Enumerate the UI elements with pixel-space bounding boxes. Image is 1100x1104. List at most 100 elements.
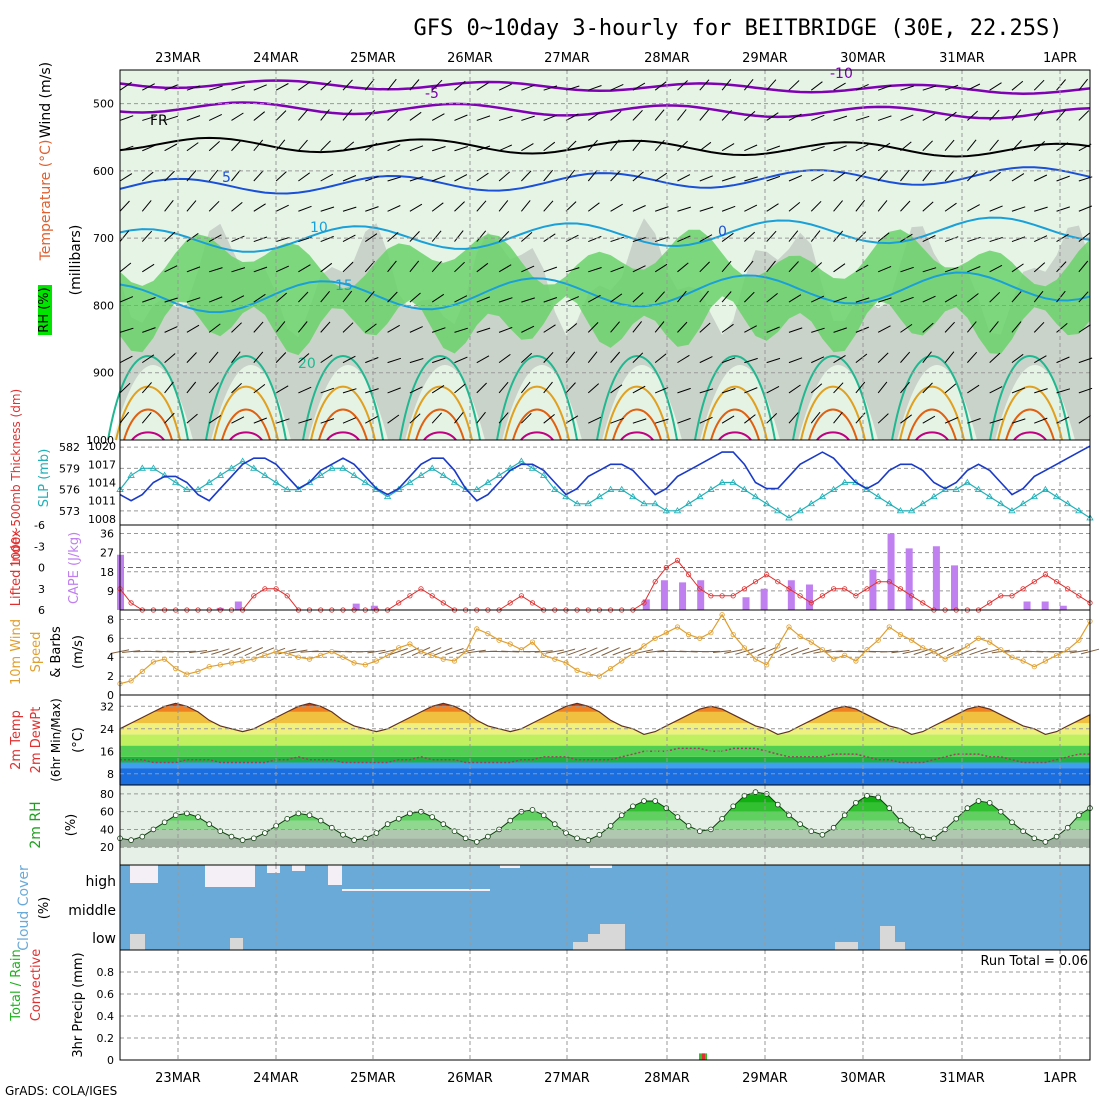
rh-point (173, 813, 178, 818)
date-label-bottom-0: 23MAR (155, 1071, 201, 1086)
rh-point (731, 804, 736, 809)
contour-label-1: -5 (425, 86, 439, 102)
rh-point (597, 832, 602, 837)
rh-tick-2: 60 (100, 806, 114, 819)
cape-bar-extra-8 (743, 597, 750, 610)
slp-tick-1: 1011 (88, 495, 116, 508)
cloud-low-gray-4 (600, 924, 625, 950)
rh-point (441, 822, 446, 827)
precip-tick-1: 0.2 (97, 1032, 115, 1045)
rh-point (363, 836, 368, 841)
date-label-bottom-8: 31MAR (939, 1071, 985, 1086)
cape-bar-extra-16 (951, 565, 958, 610)
date-label-top-3: 26MAR (447, 51, 493, 66)
cloud-high-gap-4 (328, 865, 342, 885)
contour-label-2: FR (150, 113, 168, 129)
pressure-tick-1: 600 (93, 165, 114, 178)
li-tick-3: 3 (38, 583, 45, 596)
date-label-bottom-9: 1APR (1043, 1071, 1077, 1086)
slp-tick-3: 1017 (88, 458, 116, 471)
precip-tick-0: 0 (107, 1054, 114, 1067)
cape-bar-extra-7 (697, 580, 704, 610)
contour-label-0: -10 (830, 66, 853, 82)
pressure-tick-4: 900 (93, 367, 114, 380)
cloud-high-gap-2 (267, 865, 280, 873)
rh-point (541, 813, 546, 818)
date-label-bottom-7: 30MAR (840, 1071, 886, 1086)
precip-tick-4: 0.8 (97, 966, 115, 979)
cloud-level-low: low (92, 931, 116, 947)
date-label-bottom-4: 27MAR (544, 1071, 590, 1086)
rh-point (564, 831, 569, 836)
ylabel-10m-wind: 10m Wind (9, 619, 24, 685)
rh-point (486, 834, 491, 839)
rh-point (664, 806, 669, 811)
ylabel-wind: Wind (m/s) (38, 62, 54, 138)
cape-tick-0: 9 (107, 585, 114, 598)
ylabel-wind-unit: (m/s) (71, 635, 86, 669)
wind-tick-2: 4 (107, 651, 114, 664)
wind-tick-4: 8 (107, 613, 114, 626)
ylabel-barbs: & Barbs (49, 626, 64, 678)
cloud-low-gray-3 (588, 934, 600, 950)
date-label-bottom-1: 24MAR (253, 1071, 299, 1086)
rh-point (474, 840, 479, 845)
cloud-low-gray-2 (573, 942, 588, 950)
rh-point (976, 799, 981, 804)
rh-point (318, 818, 323, 823)
rh-point (920, 834, 925, 839)
slp-tick-0: 1008 (88, 513, 116, 526)
ylabel-slp: SLP (mb) (37, 449, 52, 508)
date-label-top-7: 30MAR (840, 51, 886, 66)
cape-bar-extra-11 (806, 585, 813, 611)
slp-tick-4: 1020 (88, 440, 116, 453)
rh-point (229, 834, 234, 839)
precip-tick-3: 0.6 (97, 988, 115, 1001)
date-label-bottom-2: 25MAR (350, 1071, 396, 1086)
rh-point (787, 813, 792, 818)
pressure-tick-2: 700 (93, 232, 114, 245)
cloud-low-gray-0 (130, 934, 145, 950)
ylabel-speed: Speed (29, 632, 44, 673)
cloud-high-thin (342, 889, 490, 891)
li-tick-4: 6 (38, 604, 45, 617)
ylabel-temp-unit: (°C) (71, 727, 86, 753)
rh-point (954, 816, 959, 821)
rh-point (162, 820, 167, 825)
rh-band-0 (120, 838, 1090, 847)
cape-bar-extra-12 (869, 570, 876, 610)
rh-point (307, 813, 312, 818)
ylabel-temperature: Temperature (°C) (38, 140, 54, 262)
rh-point (207, 822, 212, 827)
ylabel-rh-unit: (%) (64, 814, 79, 837)
rh-panel-bg (120, 785, 1090, 865)
date-label-top-6: 29MAR (742, 51, 788, 66)
wind-tick-3: 6 (107, 632, 114, 645)
rh-point (653, 799, 658, 804)
rh-tick-0: 20 (100, 841, 114, 854)
date-label-top-9: 1APR (1043, 51, 1077, 66)
date-label-bottom-3: 26MAR (447, 1071, 493, 1086)
date-label-top-0: 23MAR (155, 51, 201, 66)
ylabel-2m-temp: 2m Temp (9, 710, 24, 770)
temp-band-1 (120, 763, 1090, 769)
contour-label-5: 15 (335, 278, 353, 294)
ylabel-rh: RH (%) (37, 287, 52, 332)
rh-point (608, 824, 613, 829)
cloud-level-high: high (85, 874, 116, 890)
pressure-tick-0: 500 (93, 98, 114, 111)
date-label-top-8: 31MAR (939, 51, 985, 66)
rh-point (129, 838, 134, 843)
contour-label-4: 10 (310, 220, 328, 236)
date-label-top-2: 25MAR (350, 51, 396, 66)
li-tick-1: -3 (34, 540, 45, 553)
date-label-bottom-5: 28MAR (644, 1071, 690, 1086)
chart-title: GFS 0~10day 3-hourly for BEITBRIDGE (30E… (413, 16, 1062, 41)
date-label-top-1: 24MAR (253, 51, 299, 66)
cloud-low-gray-6 (880, 926, 895, 950)
rh-point (396, 816, 401, 821)
cape-bar-extra-15 (933, 546, 940, 610)
rh-point (619, 813, 624, 818)
